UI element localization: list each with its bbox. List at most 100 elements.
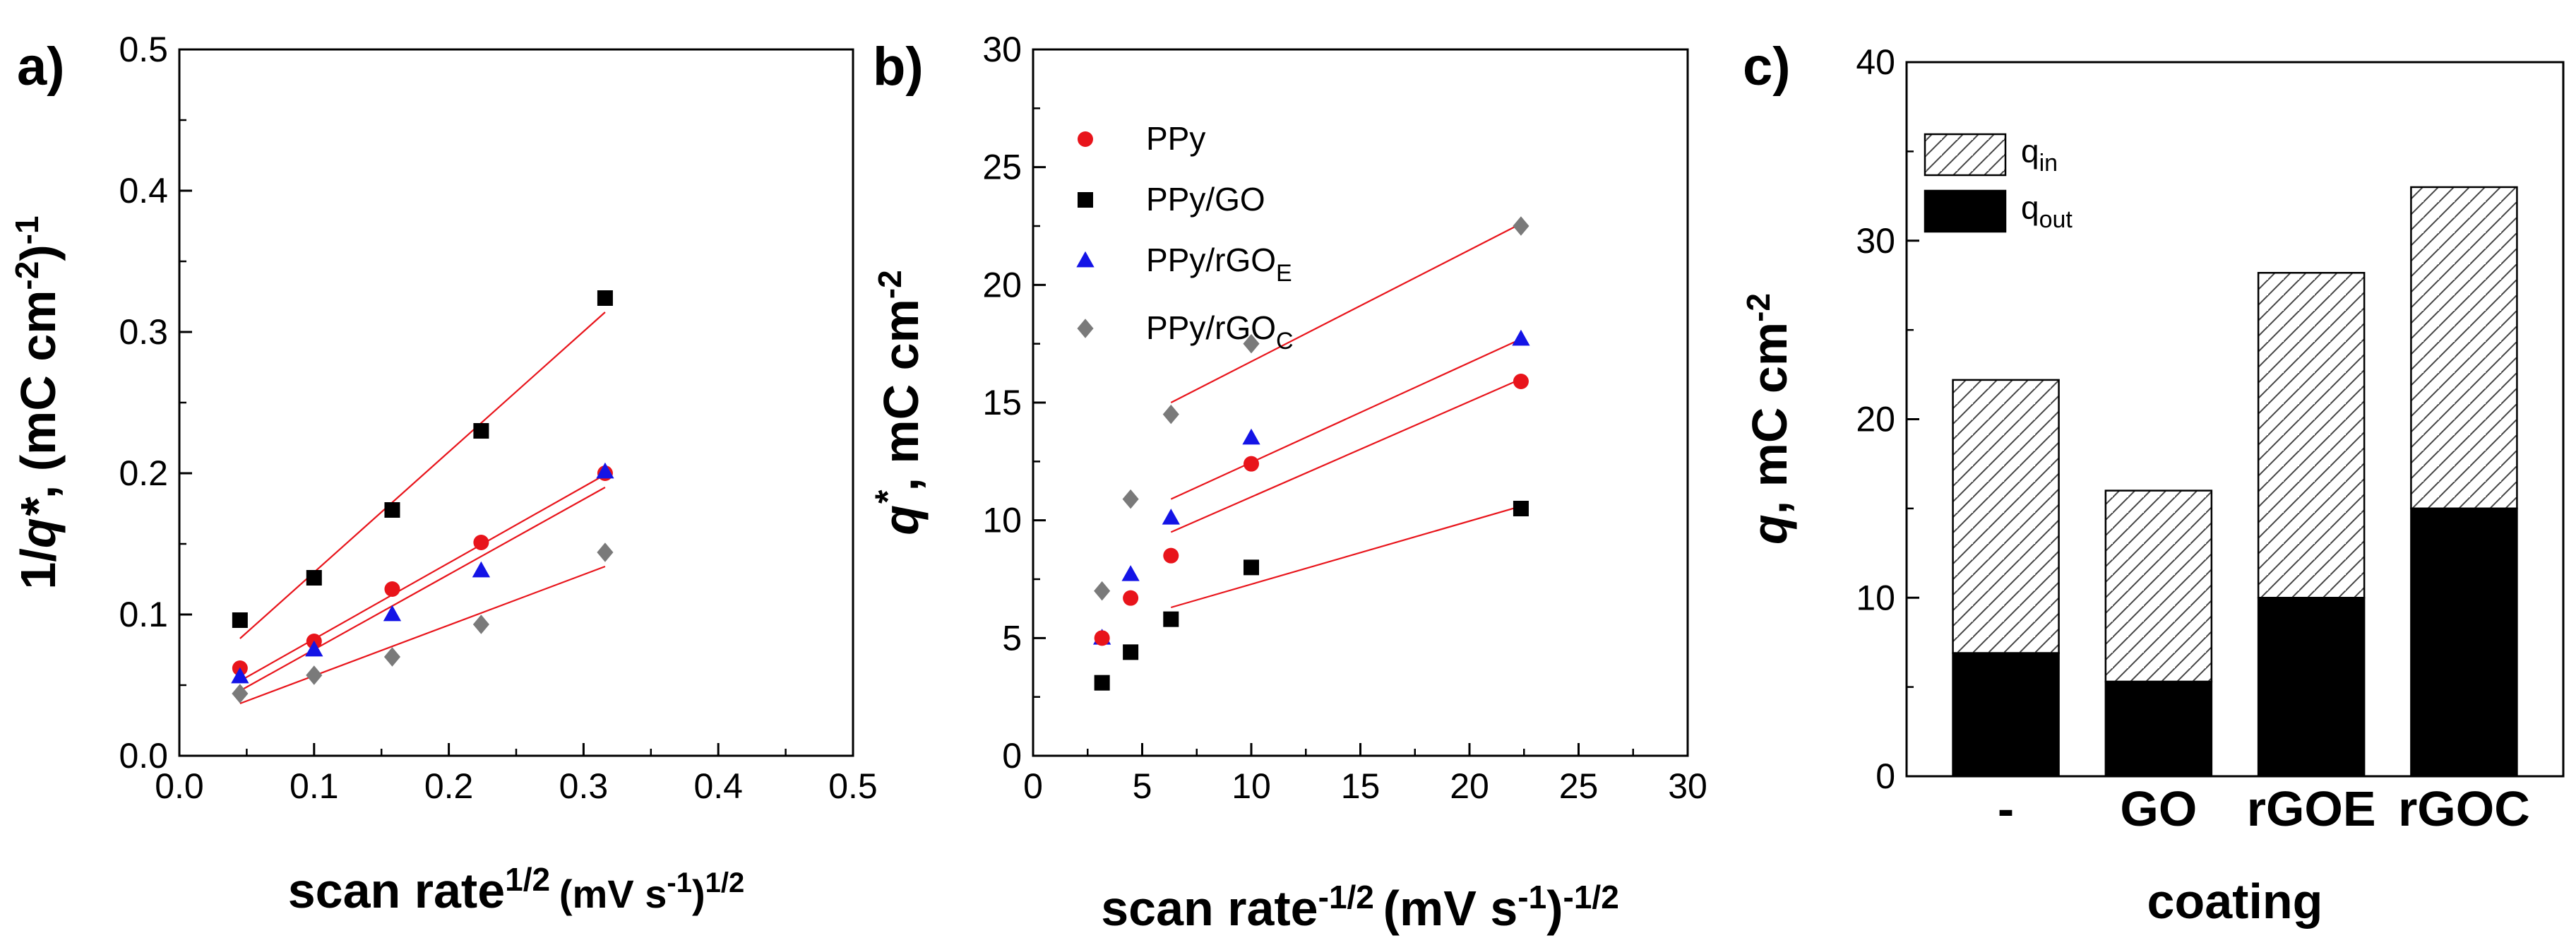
panel-letter-a: a) [17,37,65,97]
fit-line-ppy-go [1170,505,1522,609]
legend-item-ppy-rgoe: PPy/rGOE [1076,242,1292,287]
bar-q-in-none [1952,379,2060,654]
legend-b: PPy PPy/GO PPy/rGOE PPy/rGOC [1076,120,1294,355]
ticks-c: 0 10 20 30 40 [1856,42,1919,796]
data-point-ppy-rgoc [383,647,401,667]
data-point-ppy-rgoc [1162,404,1179,425]
x-tick-label-b: 20 [1450,766,1489,806]
y-axis-label-b: q*, mC cm-2 [868,270,929,535]
x-tick-label-a: 0.1 [290,766,339,806]
x-tick-label-b: 25 [1559,766,1599,806]
panel-letter-b: b) [873,37,924,97]
legend-marker-ppy-rgoe [1076,251,1095,268]
legend-item-ppy-go: PPy/GO [1078,181,1265,218]
data-point-ppy-rgoc [472,615,489,634]
legend-marker-ppy-rgoc [1077,319,1094,338]
y-tick-label-b: 5 [1002,618,1022,658]
data-point-ppy-rgoe [231,667,249,684]
x-tick-label-b: 15 [1341,766,1381,806]
legend-swatch-q-in [1924,133,2007,177]
data-point-ppy [1244,456,1259,472]
x-axis-label-b: scan rate-1/2 (mV s-1)-1/2 [1101,879,1619,936]
x-axis-label-c: coating [2147,874,2323,929]
data-point-ppy-rgoc [597,542,614,562]
data-point-ppy-rgoc [1122,489,1139,509]
bar-q-out-go [2104,680,2213,778]
x-tick-label-a: 0.4 [693,766,743,806]
legend-item-q-in: qin [1924,133,2058,177]
x-tick-label-a: 0.2 [424,766,474,806]
legend-label-ppy: PPy [1146,120,1205,157]
data-point-ppy-go [1094,675,1110,691]
data-point-ppy-go [1163,611,1179,627]
fit-line-ppy-rgoe [239,487,606,691]
data-point-ppy [1123,590,1139,606]
data-point-ppy-rgoe [472,561,491,578]
data-point-ppy [1163,547,1179,564]
data-point-ppy-rgoc [1243,333,1260,354]
ticks-b: 0 5 10 15 20 25 30 0 5 10 15 20 25 30 [982,30,1707,806]
x-tick-label-c: rGOC [2398,781,2530,836]
data-point-ppy-rgoe [1242,428,1260,445]
y-tick-label-a: 0.1 [119,595,168,634]
bars-c: - GO rGOE rGOC [1952,186,2530,836]
x-tick-label-b: 30 [1668,766,1707,806]
y-tick-label-a: 0.2 [119,453,168,493]
panel-b: b) 0 5 10 15 20 25 30 0 5 10 15 20 25 30 PPy PPy/GO P… [868,30,1707,936]
x-axis-label-a: scan rate1/2 (mV s-1)1/2 [288,861,745,918]
legend-marker-ppy-go [1078,192,1093,208]
y-tick-label-b: 0 [1002,736,1022,776]
fit-line-ppy [239,474,606,682]
y-tick-label-c: 10 [1856,578,1895,617]
data-point-ppy-rgoe [1512,329,1530,346]
legend-item-ppy: PPy [1078,120,1205,157]
y-tick-label-a: 0.5 [119,30,168,69]
y-tick-label-c: 40 [1856,42,1895,82]
data-point-ppy-go [306,570,322,586]
x-tick-label-b: 0 [1023,766,1043,806]
y-tick-label-c: 0 [1876,756,1895,796]
legend-label-q-in: qin [2021,133,2058,177]
legend-swatch-q-out [1924,189,2007,233]
y-tick-label-b: 15 [982,383,1022,422]
bar-q-out-none [1952,652,2060,778]
fit-line-ppy-rgoe [1170,338,1522,500]
data-points-b [1092,216,1530,691]
bar-q-in-rgoe [2257,271,2366,599]
legend-label-ppy-rgoe: PPy/rGOE [1146,242,1292,287]
legend-marker-ppy-go [1078,192,1093,208]
bar-q-out-rgoc [2410,507,2518,778]
y-tick-label-b: 10 [982,501,1022,540]
x-tick-label-b: 10 [1232,766,1271,806]
data-point-ppy-go [1123,644,1139,660]
y-tick-label-b: 30 [982,30,1022,69]
fit-line-ppy-go [239,311,606,639]
y-tick-label-a: 0.4 [119,171,168,210]
data-point-ppy-rgoe [1121,565,1140,581]
data-point-ppy [1513,374,1529,389]
data-point-ppy-go [1244,559,1259,576]
data-point-ppy-rgoc [306,665,323,685]
bar-q-in-rgoc [2410,186,2518,510]
legend-item-q-out: qout [1924,189,2073,233]
data-point-ppy-rgoe [383,605,402,622]
legend-label-ppy-rgoc: PPy/rGOC [1146,309,1294,355]
data-point-ppy-go [597,290,613,306]
legend-c: qin qout [1924,133,2073,233]
panel-c: c) 0 10 20 30 40 - GO rGOE rGOC qin qout coatin… [1740,37,2565,929]
bar-q-out-rgoe [2257,597,2366,778]
legend-marker-ppy [1078,131,1093,147]
legend-marker-ppy-rgoc [1077,319,1094,338]
y-tick-label-b: 25 [982,148,1022,187]
fit-line-ppy [1170,378,1522,533]
data-point-ppy-rgoe [596,462,614,479]
data-point-ppy [473,535,489,550]
data-point-ppy-go [384,502,400,518]
x-tick-label-c: - [1998,781,2014,836]
x-tick-label-a: 0.3 [559,766,609,806]
y-tick-label-a: 0.3 [119,312,168,352]
x-tick-label-a: 0.0 [155,766,204,806]
legend-marker-ppy [1078,131,1093,147]
data-point-ppy-rgoc [1094,581,1111,601]
